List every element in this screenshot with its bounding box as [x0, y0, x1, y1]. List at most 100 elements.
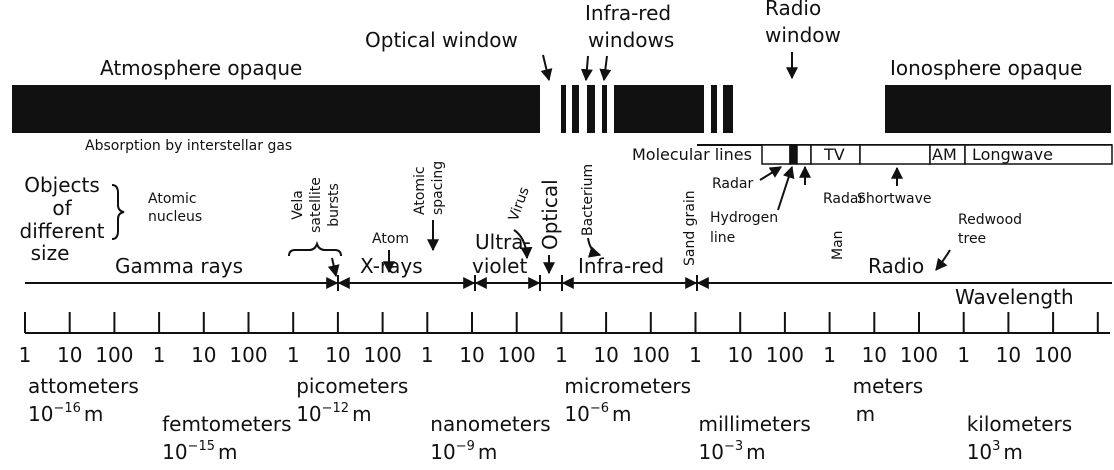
label-line: Vela [290, 190, 306, 220]
scale-label: 10 [325, 343, 350, 367]
man-label: Man [830, 230, 846, 260]
unit-symbol: m [1003, 440, 1022, 464]
power-exponent: −9 [456, 439, 475, 454]
scale-label: 1 [555, 343, 568, 367]
scale-label: 100 [632, 343, 670, 367]
label-line: Atomic [148, 191, 197, 207]
unit-value: 10−15 m [162, 439, 237, 464]
radar-label: Radar [712, 176, 753, 192]
bacterium-label: Bacterium [580, 164, 596, 236]
arrow [759, 166, 783, 181]
am-label: AM [932, 145, 957, 164]
absorption-label: Absorption by interstellar gas [85, 138, 292, 154]
unit-name: millimeters [699, 412, 811, 436]
arrow [935, 249, 951, 271]
scale-label: 10 [862, 343, 887, 367]
hydrogen-line-label: Hydrogen line [710, 210, 778, 246]
unit-value: 10−6 m [564, 401, 631, 426]
unit-symbol: m [478, 440, 497, 464]
power-base: 10 [28, 402, 53, 426]
atomic-spacing-label: Atomic spacing [412, 161, 446, 215]
unit-value: m [856, 402, 875, 426]
arrow [599, 55, 612, 82]
label-line: Hydrogen [710, 210, 778, 226]
ionosphere-opaque-label: Ionosphere opaque [890, 56, 1082, 80]
wavelength-label: Wavelength [955, 285, 1074, 309]
scale-label: 1 [689, 343, 702, 367]
arrow [580, 55, 593, 82]
power-exponent: 3 [992, 439, 1000, 454]
unit-name: kilometers [967, 412, 1073, 436]
scale-label: 1 [287, 343, 300, 367]
tv-label: TV [823, 145, 845, 164]
scale-label: 1 [957, 343, 970, 367]
scale-label: 1 [421, 343, 434, 367]
scale-label: 100 [229, 343, 267, 367]
unit-value: 103 m [967, 439, 1023, 464]
atom-label: Atom [372, 231, 409, 247]
power-exponent: −16 [53, 401, 80, 416]
label-line: Redwood [958, 212, 1022, 228]
unit-symbol: m [746, 440, 765, 464]
unit-value: 10−12 m [296, 401, 371, 426]
arrow [513, 229, 533, 260]
unit-name: attometers [28, 374, 139, 398]
power-base: 10 [296, 402, 321, 426]
power-exponent: −3 [724, 439, 743, 454]
scale-label: 100 [364, 343, 402, 367]
scale-label: 100 [900, 343, 938, 367]
scale-label: 10 [996, 343, 1021, 367]
power-base: 10 [564, 402, 589, 426]
virus-label: Virus [506, 185, 533, 223]
longwave-label: Longwave [972, 145, 1053, 164]
infrared-label: Infra-red [578, 254, 664, 278]
power-exponent: −6 [590, 401, 609, 416]
arrow [327, 257, 340, 278]
unit-value: 10−16 m [28, 401, 103, 426]
scale-label: 1 [823, 343, 836, 367]
unit-symbol: m [352, 402, 371, 426]
scale-label: 100 [498, 343, 536, 367]
label-line: bursts [326, 183, 342, 227]
atomic-nucleus-label: Atomic nucleus [148, 191, 202, 225]
scale-label: 10 [191, 343, 216, 367]
infrared-windows-label: Infra-red windows [585, 1, 674, 52]
label-line: Infra-red [585, 1, 671, 25]
label-line: violet [472, 254, 527, 278]
label-line: Radio [765, 0, 821, 20]
optical-object-label: Optical [538, 179, 562, 250]
brace [288, 240, 342, 257]
xrays-label: X-rays [360, 254, 423, 278]
label-line: Atomic [412, 166, 428, 215]
band-strip [697, 144, 1113, 165]
scale-label: 100 [95, 343, 133, 367]
power-base: 10 [162, 440, 187, 464]
unit-value: 10−9 m [430, 439, 497, 464]
scale-label: 100 [1034, 343, 1072, 367]
power-exponent: −15 [188, 439, 215, 454]
vela-label: Vela satellite bursts [290, 177, 342, 233]
label-line: nucleus [148, 209, 202, 225]
radio-window-label: Radio window [765, 0, 841, 47]
scale-label: 10 [593, 343, 618, 367]
power-base: 10 [699, 440, 724, 464]
label-line: spacing [430, 161, 446, 215]
scale-label: 1 [153, 343, 166, 367]
shortwave-label: Shortwave [857, 191, 932, 207]
label-line: Ultra- [475, 230, 531, 254]
arrow [540, 54, 553, 82]
label-line: satellite [308, 177, 324, 233]
gamma-rays-label: Gamma rays [115, 254, 243, 278]
label-line: tree [958, 231, 986, 247]
label-line: windows [588, 28, 674, 52]
label-line: line [710, 230, 735, 246]
power-base: 10 [430, 440, 455, 464]
ultraviolet-label: Ultra-violet [472, 230, 531, 278]
unit-name: nanometers [430, 412, 550, 436]
power-exponent: −12 [322, 401, 349, 416]
arrow [777, 165, 795, 211]
scale-label: 10 [459, 343, 484, 367]
objects-heading: Objects of different size [20, 173, 105, 265]
brace [111, 184, 125, 240]
scale-label: 1 [19, 343, 32, 367]
